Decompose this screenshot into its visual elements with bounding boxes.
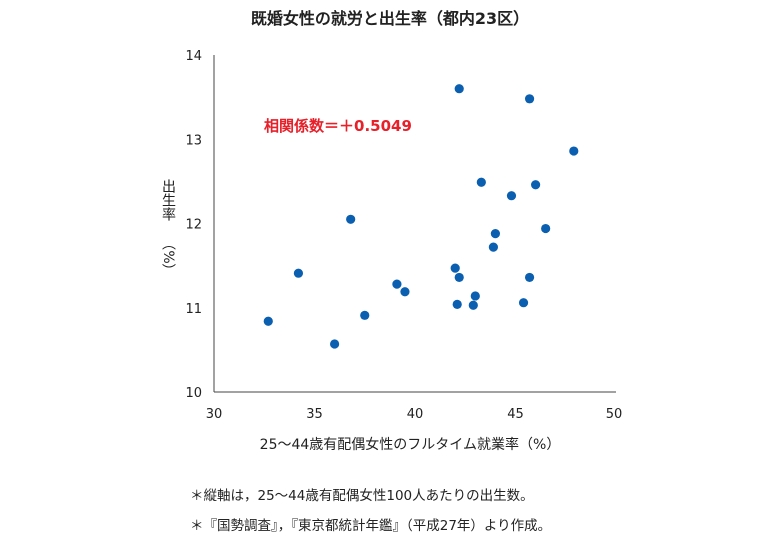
data-point xyxy=(490,229,500,239)
x-tick-label: 50 xyxy=(606,407,623,422)
data-point xyxy=(330,339,340,349)
data-point xyxy=(263,316,273,326)
x-tick-label: 45 xyxy=(507,407,524,422)
scatter-chart: 既婚女性の就労と出生率（都内23区） 10 11 12 13 14 30 35 40 45 50… xyxy=(160,9,623,453)
x-tick-label: 35 xyxy=(306,407,323,422)
data-point xyxy=(450,263,460,273)
y-tick-label: 10 xyxy=(185,386,202,401)
y-tick-label: 14 xyxy=(185,49,202,64)
data-point xyxy=(454,84,464,94)
x-tick-labels: 30 35 40 45 50 xyxy=(206,407,623,422)
y-axis-label: 出生率 xyxy=(160,179,176,221)
data-point xyxy=(392,279,402,289)
data-point xyxy=(541,223,551,234)
data-point xyxy=(468,300,478,310)
footnote-source: ＊『国勢調査』，『東京都統計年鑑』（平成27年）より作成。 xyxy=(190,518,552,534)
data-point xyxy=(400,287,410,297)
data-point xyxy=(569,146,579,156)
data-point xyxy=(524,272,535,283)
data-points xyxy=(263,84,579,349)
correlation-annotation: 相関係数＝＋0.5049 xyxy=(264,117,412,135)
y-tick-label: 11 xyxy=(185,302,202,317)
data-point xyxy=(452,299,462,309)
y-tick-label: 13 xyxy=(185,133,202,148)
data-point xyxy=(524,94,535,104)
y-axis-unit: （%） xyxy=(160,236,176,277)
data-point xyxy=(346,214,356,224)
x-axis-label: 25～44歳有配偶女性のフルタイム就業率（%） xyxy=(260,436,561,453)
footnote-vertical-axis: ＊縦軸は，25～44歳有配偶女性100人あたりの出生数。 xyxy=(190,488,534,504)
data-point xyxy=(506,191,517,201)
y-tick-labels: 10 11 12 13 14 xyxy=(185,49,202,401)
data-point xyxy=(470,291,480,301)
data-point xyxy=(360,310,370,320)
data-point xyxy=(454,272,464,283)
chart-title: 既婚女性の就労と出生率（都内23区） xyxy=(251,9,529,28)
data-point xyxy=(518,298,529,308)
data-point xyxy=(476,177,486,187)
data-point xyxy=(488,242,498,252)
data-point xyxy=(531,180,541,190)
x-tick-label: 30 xyxy=(206,407,223,422)
x-tick-label: 40 xyxy=(407,407,424,422)
data-point xyxy=(293,268,304,278)
y-tick-label: 12 xyxy=(185,218,202,233)
